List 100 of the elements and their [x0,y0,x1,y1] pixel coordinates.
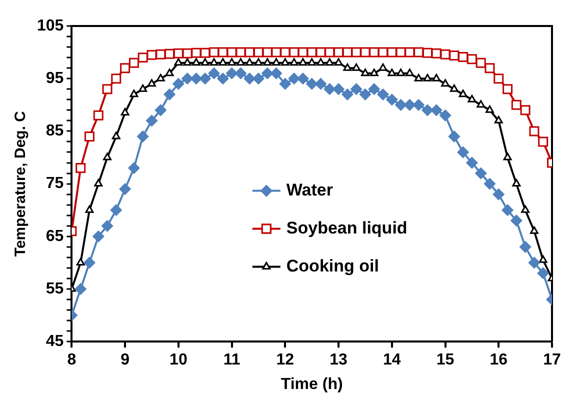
y-tick-label: 65 [46,228,64,245]
point [148,79,156,87]
point [510,214,522,226]
point [112,132,120,140]
point [93,110,104,120]
point [245,58,254,66]
point [468,94,476,102]
point [208,68,220,80]
point [484,63,495,74]
point [172,78,184,90]
x-tick-label: 16 [490,352,508,369]
point [164,48,175,59]
x-tick-label: 13 [330,352,348,369]
point [84,256,96,268]
point [511,100,522,110]
point [324,47,335,58]
point [388,68,396,76]
point [352,63,361,71]
point [254,58,263,66]
point [76,258,85,266]
point [405,68,414,76]
point [210,58,218,66]
x-tick-label: 10 [170,352,188,369]
point [430,104,442,116]
point [404,47,415,58]
x-tick-label: 11 [223,352,240,369]
point [263,58,272,66]
point [458,52,468,62]
point [272,58,280,66]
point [512,179,521,187]
point [234,68,246,80]
point [244,72,256,84]
point [279,78,291,90]
point [396,68,406,76]
point [280,58,290,66]
x-tick-label: 17 [543,352,561,369]
point [449,50,460,60]
point [120,63,130,74]
point [503,152,512,160]
point [102,84,112,94]
point [537,267,549,279]
point [316,58,325,66]
point [164,88,176,100]
point [92,230,104,242]
point [209,47,220,58]
point [128,58,139,68]
point [173,48,184,58]
point [412,99,424,111]
point [120,108,130,116]
point [502,84,513,94]
point [484,178,496,190]
point [343,63,352,71]
legend-label: Water [286,180,334,200]
point [102,220,114,232]
point [538,136,548,147]
point [119,183,131,195]
legend-label: Soybean liquid [286,218,408,238]
point [236,47,246,58]
point [156,74,165,82]
point [386,94,398,106]
point [289,47,300,58]
x-tick-label: 8 [67,352,76,369]
point [492,188,504,200]
point [342,47,352,58]
point [377,88,389,100]
point [74,283,86,295]
point [494,116,503,124]
point [441,79,450,87]
point [298,47,308,58]
point [290,58,298,66]
point [529,126,540,136]
point [368,83,380,95]
point [270,68,282,80]
point [280,47,290,58]
point [361,68,370,76]
point [386,47,397,58]
point [200,58,210,66]
point [332,83,344,95]
point [190,72,202,84]
point [154,104,166,116]
point [422,48,432,58]
point [538,255,548,263]
point [530,226,538,234]
point [85,205,94,213]
point [218,47,228,58]
point [262,47,272,58]
point [378,47,388,58]
y-tick-label: 75 [46,175,64,192]
point [324,83,336,95]
point [476,58,486,68]
point [192,58,200,66]
point [84,131,94,142]
point [288,72,300,84]
point [494,74,504,84]
point [440,110,452,122]
point [520,105,530,116]
y-tick-label: 105 [36,17,64,34]
point [414,47,424,58]
point [369,47,380,58]
x-axis-title: Time (h) [280,376,343,393]
